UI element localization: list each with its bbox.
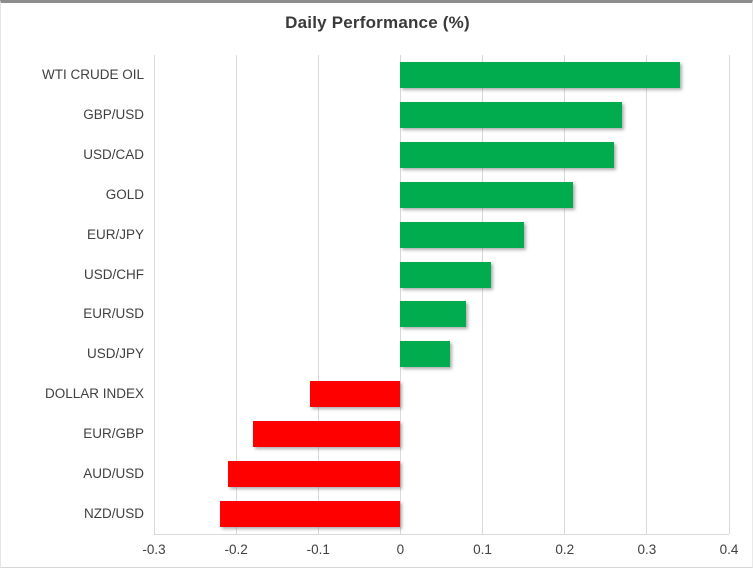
x-axis-tick-label: 0.1 xyxy=(473,542,492,557)
bar xyxy=(400,101,623,128)
category-label: NZD/USD xyxy=(84,506,144,522)
category-label: GOLD xyxy=(105,186,144,202)
category-label: AUD/USD xyxy=(83,466,144,482)
x-axis-tick-label: -0.2 xyxy=(224,542,248,557)
x-axis-tick-label: 0 xyxy=(396,542,405,557)
bar xyxy=(400,181,573,208)
gridline xyxy=(399,55,401,534)
x-axis-line xyxy=(154,534,729,535)
bar xyxy=(252,421,401,448)
x-axis-tick-label: -0.1 xyxy=(306,542,330,557)
gridline xyxy=(235,55,237,534)
category-label: USD/CAD xyxy=(83,146,144,162)
bar xyxy=(400,261,491,288)
x-axis-tick-label: 0.4 xyxy=(719,542,739,557)
gridline xyxy=(153,55,155,534)
chart-title: Daily Performance (%) xyxy=(285,13,470,32)
gridline xyxy=(317,55,319,534)
category-label: DOLLAR INDEX xyxy=(44,386,144,402)
bar xyxy=(400,141,614,168)
bar xyxy=(400,341,450,368)
x-axis-tick-label: -0.3 xyxy=(142,542,166,557)
category-label: USD/JPY xyxy=(86,346,144,362)
x-axis-tick-label: 0.2 xyxy=(555,542,575,557)
bar xyxy=(400,61,680,88)
bar xyxy=(400,301,467,328)
category-label: EUR/JPY xyxy=(86,226,144,242)
bar xyxy=(227,461,401,488)
bar xyxy=(400,221,524,248)
x-axis-tick-label: 0.3 xyxy=(637,542,657,557)
category-label: GBP/USD xyxy=(83,106,144,122)
category-label: EUR/GBP xyxy=(83,426,144,442)
category-label: WTI CRUDE OIL xyxy=(41,66,144,82)
gridline xyxy=(728,55,730,534)
bar xyxy=(219,501,401,528)
bar xyxy=(310,381,401,408)
gridline xyxy=(482,55,484,534)
gridline xyxy=(646,55,648,534)
category-label: EUR/USD xyxy=(83,306,144,322)
gridline xyxy=(564,55,566,534)
category-label: USD/CHF xyxy=(84,266,144,282)
